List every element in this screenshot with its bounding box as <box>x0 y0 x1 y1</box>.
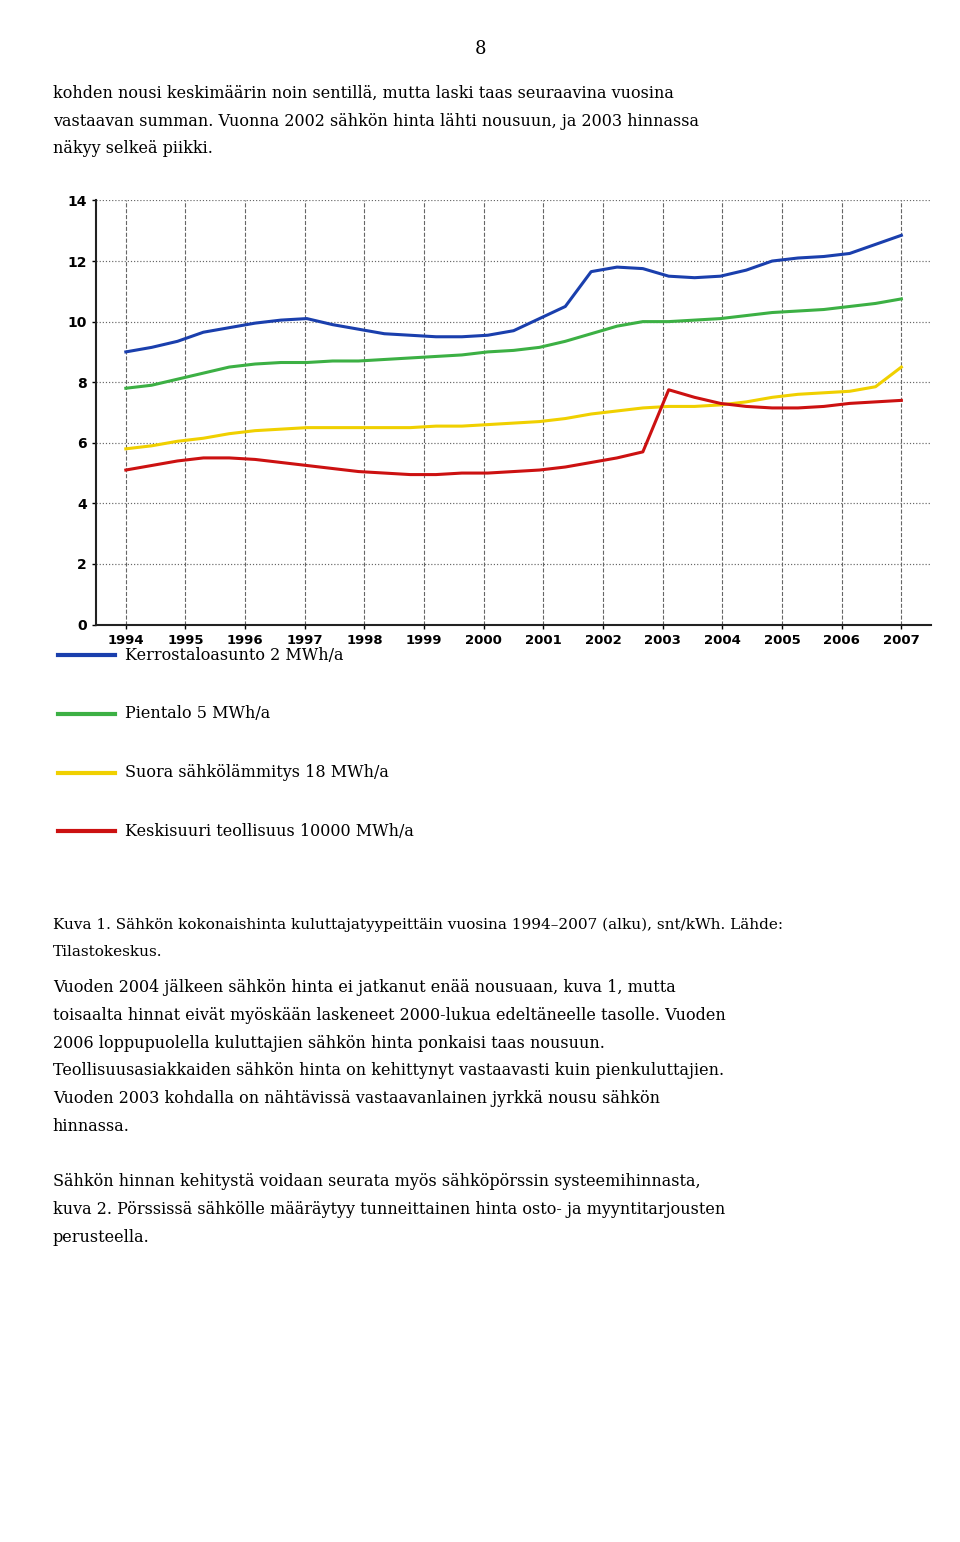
Text: Vuoden 2003 kohdalla on nähtävissä vastaavanlainen jyrkkä nousu sähkön: Vuoden 2003 kohdalla on nähtävissä vasta… <box>53 1090 660 1107</box>
Text: toisaalta hinnat eivät myöskään laskeneet 2000-lukua edeltäneelle tasolle. Vuode: toisaalta hinnat eivät myöskään laskenee… <box>53 1007 726 1024</box>
Text: Teollisuusasiakkaiden sähkön hinta on kehittynyt vastaavasti kuin pienkuluttajie: Teollisuusasiakkaiden sähkön hinta on ke… <box>53 1062 724 1079</box>
Text: Sähkön hinnan kehitystä voidaan seurata myös sähköpörssin systeemihinnasta,: Sähkön hinnan kehitystä voidaan seurata … <box>53 1173 701 1190</box>
Text: 2006 loppupuolella kuluttajien sähkön hinta ponkaisi taas nousuun.: 2006 loppupuolella kuluttajien sähkön hi… <box>53 1035 605 1052</box>
Text: Keskisuuri teollisuus 10000 MWh/a: Keskisuuri teollisuus 10000 MWh/a <box>125 822 414 840</box>
Text: 8: 8 <box>474 40 486 59</box>
Text: Kerrostaloasunto 2 MWh/a: Kerrostaloasunto 2 MWh/a <box>125 646 344 665</box>
Text: kuva 2. Pörssissä sähkölle määräytyy tunneittainen hinta osto- ja myyntitarjoust: kuva 2. Pörssissä sähkölle määräytyy tun… <box>53 1201 725 1218</box>
Text: Suora sähkölämmitys 18 MWh/a: Suora sähkölämmitys 18 MWh/a <box>125 763 389 782</box>
Text: Vuoden 2004 jälkeen sähkön hinta ei jatkanut enää nousuaan, kuva 1, mutta: Vuoden 2004 jälkeen sähkön hinta ei jatk… <box>53 979 676 996</box>
Text: kohden nousi keskimäärin noin sentillä, mutta laski taas seuraavina vuosina: kohden nousi keskimäärin noin sentillä, … <box>53 85 674 102</box>
Text: hinnassa.: hinnassa. <box>53 1118 130 1135</box>
Text: Kuva 1. Sähkön kokonaishinta kuluttajatyypeittäin vuosina 1994–2007 (alku), snt/: Kuva 1. Sähkön kokonaishinta kuluttajaty… <box>53 917 783 931</box>
Text: Pientalo 5 MWh/a: Pientalo 5 MWh/a <box>125 705 270 723</box>
Text: näkyy selkeä piikki.: näkyy selkeä piikki. <box>53 140 213 157</box>
Text: vastaavan summan. Vuonna 2002 sähkön hinta lähti nousuun, ja 2003 hinnassa: vastaavan summan. Vuonna 2002 sähkön hin… <box>53 113 699 130</box>
Text: Tilastokeskus.: Tilastokeskus. <box>53 945 162 959</box>
Text: perusteella.: perusteella. <box>53 1229 150 1246</box>
